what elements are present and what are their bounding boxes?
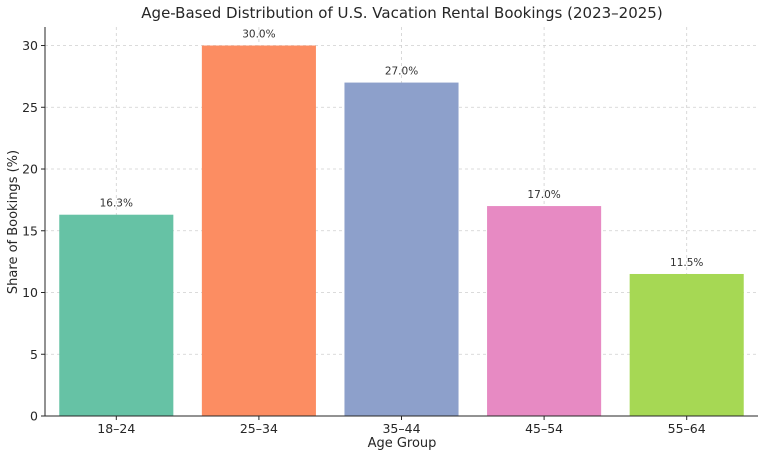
bar xyxy=(59,214,174,416)
x-tick-label: 55–64 xyxy=(668,421,706,436)
bar-data-label: 17.0% xyxy=(527,189,560,201)
bar xyxy=(487,206,602,416)
x-tick-label: 35–44 xyxy=(382,421,420,436)
x-tick-label: 18–24 xyxy=(97,421,135,436)
bar xyxy=(344,82,459,417)
x-axis-ticks: 18–24 25–34 35–44 45–54 55–64 xyxy=(97,416,706,436)
x-tick-label: 45–54 xyxy=(525,421,563,436)
bar xyxy=(201,45,316,417)
y-tick-label: 15 xyxy=(22,223,38,238)
bar-data-label: 27.0% xyxy=(385,66,418,78)
bar-data-label: 11.5% xyxy=(670,257,703,269)
bar xyxy=(629,273,744,416)
x-axis-label: Age Group xyxy=(368,436,437,451)
y-tick-label: 0 xyxy=(30,409,38,424)
bar-data-label: 30.0% xyxy=(242,29,275,41)
x-tick-label: 25–34 xyxy=(240,421,278,436)
y-axis-ticks: 0 5 10 15 20 25 30 xyxy=(22,38,45,424)
bars xyxy=(59,45,744,417)
chart-title: Age-Based Distribution of U.S. Vacation … xyxy=(141,4,662,22)
y-tick-label: 20 xyxy=(22,162,38,177)
y-tick-label: 25 xyxy=(22,100,38,115)
bar-data-label: 16.3% xyxy=(100,198,133,210)
data-labels: 16.3% 30.0% 27.0% 17.0% 11.5% xyxy=(100,29,704,269)
y-tick-label: 30 xyxy=(22,38,38,53)
y-tick-label: 10 xyxy=(22,285,38,300)
y-axis-label: Share of Bookings (%) xyxy=(6,150,21,294)
y-tick-label: 5 xyxy=(30,347,38,362)
